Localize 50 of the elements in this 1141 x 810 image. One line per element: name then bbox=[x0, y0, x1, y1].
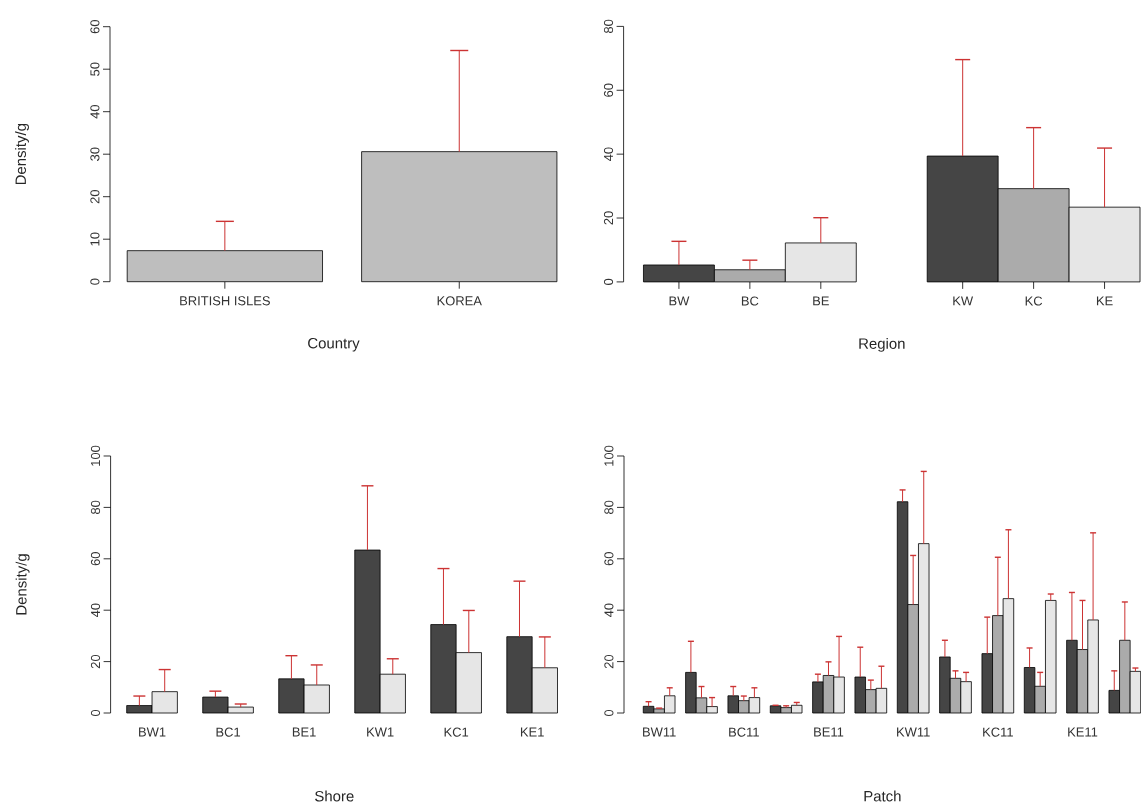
x-tick-label: KOREA bbox=[437, 296, 482, 306]
y-tick-label: 100 bbox=[604, 445, 614, 466]
x-tick-label: BE bbox=[813, 296, 829, 306]
x-tick-label: KE bbox=[1096, 296, 1113, 306]
y-tick-label: 100 bbox=[90, 445, 101, 466]
y-axis-title: Density/g bbox=[15, 124, 29, 185]
y-tick-label: 20 bbox=[604, 654, 614, 669]
x-tick-label: BE11 bbox=[814, 727, 844, 737]
x-tick-label: KW11 bbox=[897, 727, 930, 737]
y-tick-label: 10 bbox=[90, 232, 100, 246]
y-tick-label: 20 bbox=[90, 654, 101, 669]
y-tick-label: 80 bbox=[90, 500, 101, 515]
x-tick-label: KC bbox=[1025, 296, 1043, 306]
y-tick-label: 20 bbox=[603, 211, 614, 225]
y-tick-label: 40 bbox=[90, 104, 100, 119]
x-tick-label: BC1 bbox=[216, 727, 241, 737]
y-tick-label: 0 bbox=[90, 278, 100, 285]
x-tick-label: BW bbox=[669, 296, 690, 306]
y-tick-label: 40 bbox=[603, 147, 614, 162]
x-axis-title: Patch bbox=[864, 790, 901, 802]
y-tick-label: 80 bbox=[604, 500, 614, 515]
x-axis-title: Country bbox=[308, 337, 360, 352]
y-tick-label: 60 bbox=[90, 552, 101, 566]
y-tick-label: 40 bbox=[604, 603, 614, 618]
x-tick-label: KW1 bbox=[367, 727, 394, 737]
y-tick-label: 30 bbox=[90, 147, 100, 161]
x-tick-label: KC11 bbox=[983, 727, 1013, 737]
y-tick-label: 0 bbox=[604, 709, 614, 717]
y-tick-label: 60 bbox=[603, 83, 614, 97]
y-tick-label: 0 bbox=[90, 709, 101, 717]
y-tick-label: 0 bbox=[603, 278, 614, 285]
y-tick-label: 20 bbox=[90, 189, 100, 204]
x-tick-label: BC bbox=[741, 296, 759, 306]
x-tick-label: KW bbox=[953, 296, 974, 306]
x-tick-label: BRITISH ISLES bbox=[180, 296, 270, 306]
x-tick-label: BE1 bbox=[292, 727, 316, 737]
x-tick-label: KE11 bbox=[1068, 727, 1098, 737]
y-tick-label: 40 bbox=[90, 603, 101, 618]
x-axis-title: Region bbox=[859, 337, 905, 352]
y-tick-label: 60 bbox=[604, 552, 614, 566]
y-tick-label: 50 bbox=[90, 62, 100, 76]
x-axis-title: Shore bbox=[315, 790, 354, 802]
y-tick-label: 60 bbox=[90, 19, 100, 34]
x-tick-label: BW11 bbox=[643, 727, 676, 737]
x-tick-label: BW1 bbox=[139, 727, 166, 737]
y-axis-title: Density/g bbox=[15, 554, 30, 615]
x-tick-label: KE1 bbox=[520, 727, 544, 737]
y-tick-label: 80 bbox=[603, 19, 614, 34]
x-tick-label: BC11 bbox=[729, 727, 759, 737]
x-tick-label: KC1 bbox=[444, 727, 469, 737]
